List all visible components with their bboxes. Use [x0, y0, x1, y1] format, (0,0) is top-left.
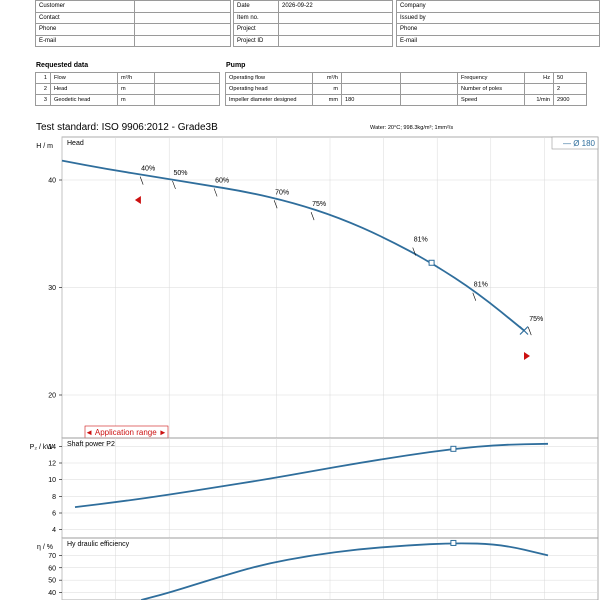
param-value: [154, 94, 220, 106]
field-value: [134, 23, 231, 36]
performance-curve: [140, 542, 549, 600]
panel-title: Shaft power P2: [67, 441, 115, 448]
legend-entry: — Ø 180: [563, 139, 596, 148]
y-tick-label: 40: [48, 178, 56, 185]
field-label: Company: [396, 0, 600, 13]
field-label: E-mail: [35, 34, 135, 47]
y-tick-label: 20: [48, 393, 56, 400]
customer-info-table: Customer Contact Phone E-mail: [35, 0, 231, 47]
field-value: [278, 23, 393, 36]
field-value: 2026-09-22: [278, 0, 393, 13]
performance-curve: [61, 159, 525, 332]
efficiency-label: 75%: [529, 316, 543, 323]
operating-point-marker: [450, 445, 457, 452]
y-tick-label: 14: [48, 444, 56, 451]
range-start-marker: [134, 196, 141, 204]
y-tick-label: 8: [52, 494, 56, 501]
efficiency-label: 81%: [474, 282, 488, 289]
efficiency-label: 50%: [174, 170, 188, 177]
param-value: 2900: [553, 94, 587, 106]
efficiency-label: 81%: [414, 237, 428, 244]
panel-title: Head: [67, 140, 84, 147]
field-label: Project ID: [233, 34, 279, 47]
efficiency-tick: [527, 327, 532, 336]
operating-point-marker: [450, 539, 457, 546]
efficiency-label: 70%: [275, 189, 289, 196]
efficiency-label: 75%: [312, 201, 326, 208]
y-tick-label: 4: [52, 527, 56, 534]
y-axis-label: H / m: [36, 143, 53, 150]
performance-curve: [74, 442, 549, 509]
param-label: Speed: [457, 94, 525, 106]
field-label: Date: [233, 0, 279, 13]
efficiency-tick: [139, 176, 144, 185]
requested-data-title: Requested data: [36, 62, 89, 69]
efficiency-tick: [472, 292, 477, 301]
curve-end-cross: [519, 326, 529, 335]
field-label: Customer: [35, 0, 135, 13]
field-value: [134, 0, 231, 13]
operating-point-marker: [428, 259, 435, 266]
y-tick-label: 50: [48, 578, 56, 585]
requested-data-table: 1 Flow m³/h 2 Head m 3 Geodetic head m: [35, 72, 220, 106]
y-axis-label: P₂ / kW: [30, 444, 54, 451]
field-value: [278, 34, 393, 47]
field-label: Phone: [35, 23, 135, 36]
efficiency-tick: [273, 200, 278, 209]
y-tick-label: 30: [48, 285, 56, 292]
field-label: E-mail: [396, 34, 600, 47]
panel-title: Hy draulic efficiency: [67, 541, 130, 548]
y-tick-label: 6: [52, 511, 56, 518]
y-tick-label: 40: [48, 590, 56, 597]
param-value: 2: [553, 83, 587, 95]
efficiency-tick: [310, 211, 315, 221]
range-end-marker: [524, 352, 530, 360]
water-properties: Water: 20°C; 998.3kg/m³; 1mm²/s: [370, 125, 454, 131]
y-tick-label: 60: [48, 565, 56, 572]
pump-data-table: Operating flow m³/h Frequency Hz 50 Operating…: [225, 72, 587, 106]
y-tick-label: 10: [48, 477, 56, 484]
y-tick-label: 70: [48, 553, 56, 560]
application-range-label: ◄ Application range ►: [85, 428, 167, 437]
test-standard-title: Test standard: ISO 9906:2012 - Grade3B: [36, 122, 218, 133]
efficiency-label: 60%: [215, 177, 229, 184]
y-axis-label: η / %: [37, 544, 53, 551]
legend-box: [551, 136, 599, 150]
efficiency-tick: [412, 247, 417, 256]
company-info-table: Company Issued by Phone E-mail: [396, 0, 600, 47]
field-value: [134, 34, 231, 47]
field-label: Phone: [396, 23, 600, 36]
efficiency-label: 40%: [141, 166, 155, 173]
project-info-table: Date 2026-09-22 Item no. Project Project ID: [233, 0, 393, 47]
efficiency-tick: [213, 188, 218, 197]
y-tick-label: 12: [48, 461, 56, 468]
efficiency-tick: [172, 180, 176, 190]
pump-title: Pump: [226, 62, 246, 69]
